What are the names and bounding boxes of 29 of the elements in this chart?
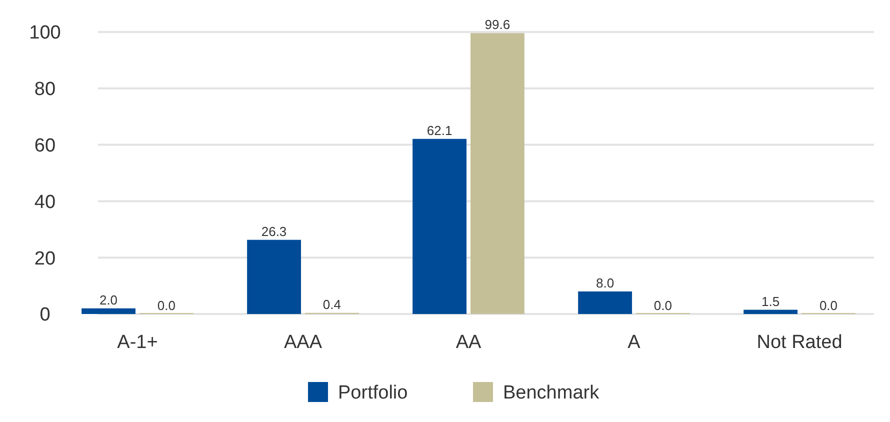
data-label: 8.0 (596, 275, 614, 290)
x-tick-label: Not Rated (756, 332, 842, 353)
y-tick-label: 20 (34, 248, 56, 270)
y-tick-label: 100 (29, 22, 61, 44)
data-label: 1.5 (762, 294, 780, 309)
data-label: 0.0 (157, 298, 176, 313)
data-label: 0.0 (819, 298, 838, 313)
bar (247, 240, 301, 314)
y-tick-label: 60 (34, 135, 56, 156)
x-tick-label: AAA (284, 332, 322, 353)
data-label: 0.0 (654, 298, 672, 313)
bar (744, 310, 798, 314)
bar (578, 291, 632, 314)
bar (470, 33, 524, 314)
y-tick-label: 40 (34, 192, 56, 213)
data-label: 99.6 (484, 17, 510, 32)
legend-label: Benchmark (503, 382, 600, 404)
data-label: 26.3 (261, 224, 287, 239)
x-tick-label: A (628, 332, 641, 353)
y-tick-label: 80 (34, 79, 56, 100)
bar (82, 308, 136, 314)
y-tick-label: 0 (40, 304, 50, 326)
bar (412, 138, 466, 314)
x-tick-label: AA (456, 332, 482, 353)
data-label: 0.4 (322, 296, 341, 312)
legend-label: Portfolio (338, 382, 408, 404)
x-tick-label: A-1+ (117, 332, 158, 353)
data-label: 2.0 (99, 292, 118, 308)
data-label: 62.1 (426, 122, 452, 138)
